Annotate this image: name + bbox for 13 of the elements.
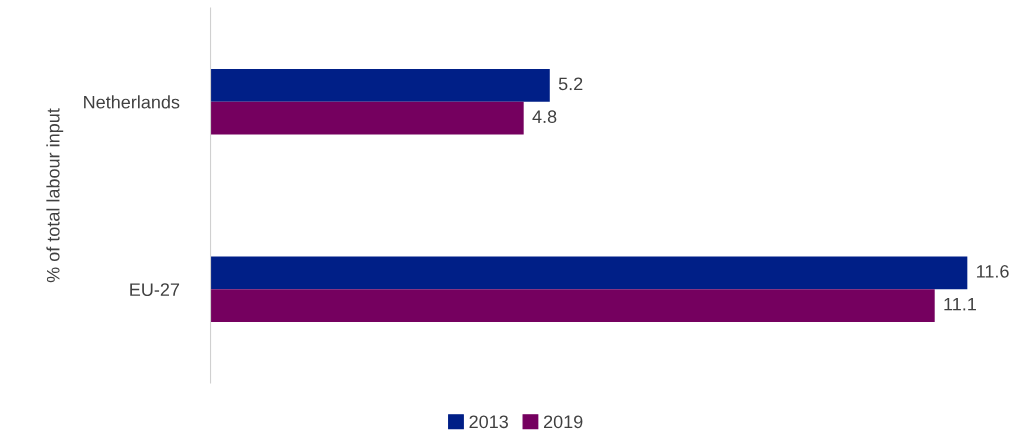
bar bbox=[210, 101, 524, 135]
legend-label: 2013 bbox=[469, 415, 508, 429]
data-label: 4.8 bbox=[532, 110, 557, 124]
legend-label: 2019 bbox=[543, 415, 583, 429]
bar bbox=[210, 256, 968, 290]
data-label: 11.6 bbox=[977, 264, 1009, 278]
bar bbox=[210, 69, 550, 102]
data-label: 11.1 bbox=[944, 297, 976, 311]
y-tick-label: EU-27 bbox=[130, 283, 180, 297]
y-axis-title: % of total labour input bbox=[46, 108, 64, 283]
data-label: 5.2 bbox=[558, 77, 583, 91]
y-tick-label: Netherlands bbox=[84, 95, 180, 109]
bar bbox=[210, 289, 935, 323]
